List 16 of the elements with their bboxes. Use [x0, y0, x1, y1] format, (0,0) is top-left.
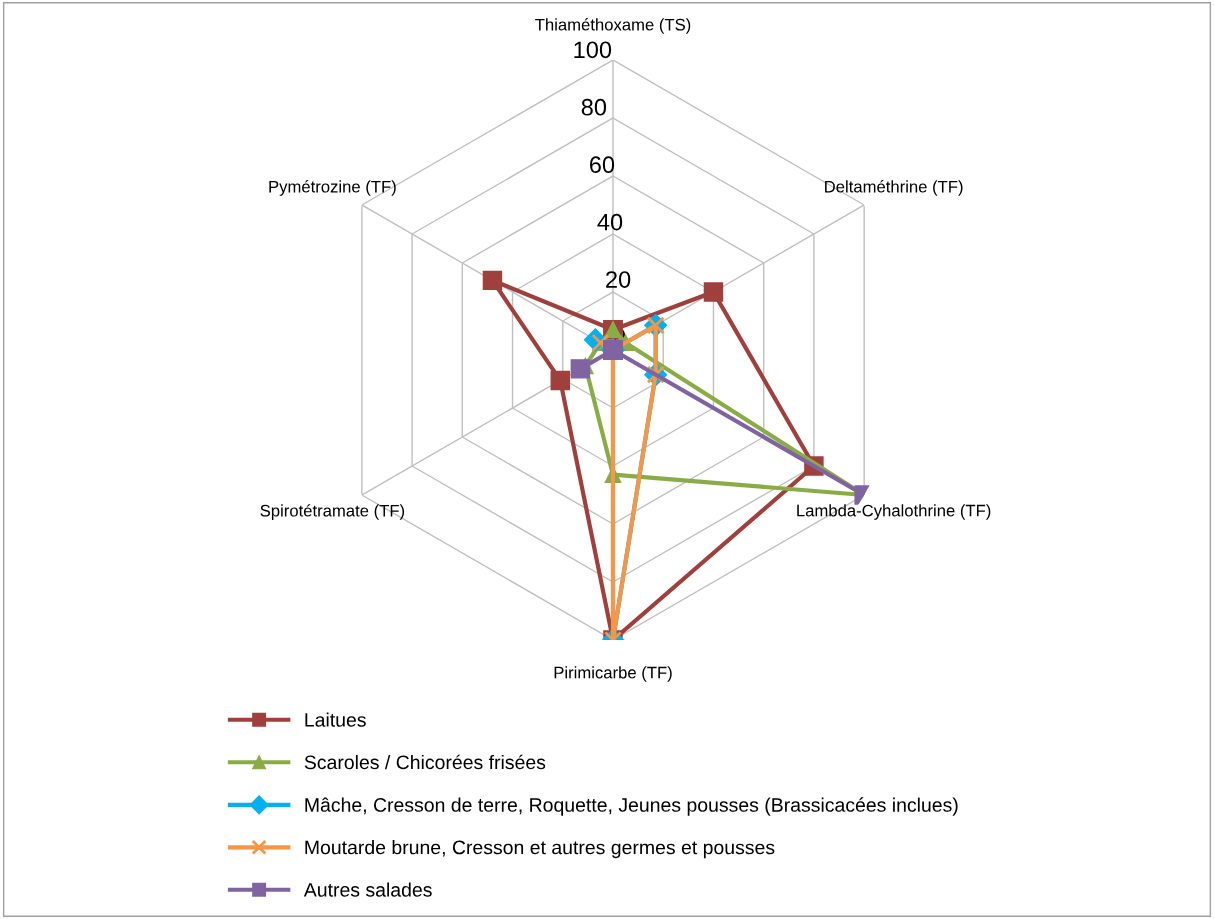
y-tick-label: 40	[597, 213, 623, 231]
legend-label: Laitues	[305, 712, 366, 727]
y-tick-label: 60	[589, 156, 615, 174]
legend-label: Scaroles / Chicorées frisées	[304, 754, 546, 770]
spoke-label: Deltaméthrine (TF)	[825, 180, 963, 196]
spoke-label: Lambda-Cyhalothrine (TF)	[797, 504, 991, 520]
legend-label: Moutarde brune, Cresson et autres germes et pousses	[305, 840, 775, 859]
spoke-label: Pymétrozine (TF)	[269, 180, 396, 196]
y-tick-label: 100	[574, 41, 612, 59]
y-tick-label: 80	[581, 98, 607, 116]
spoke-label: Spirotétramate (TF)	[260, 504, 405, 520]
spoke-label: Pirimicarbe (TF)	[554, 666, 672, 682]
legend-label: Autres salades	[303, 882, 432, 897]
legend-label: Mâche, Cresson de terre, Roquette, Jeunes pousses (Brassicacées inclues)	[305, 797, 958, 816]
spoke-label: Thiaméthoxame (TS)	[535, 18, 691, 34]
y-tick-label: 20	[606, 271, 631, 288]
